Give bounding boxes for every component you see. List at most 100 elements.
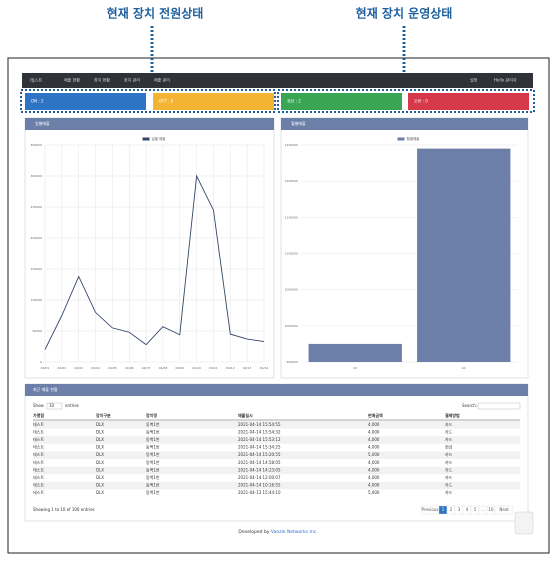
x-tick-label: 04/14 xyxy=(260,366,269,370)
cell: 카드 xyxy=(445,428,453,434)
cell: DLX xyxy=(96,422,104,427)
nav-item[interactable]: 매출 현황 xyxy=(64,77,80,83)
cell: 카드 xyxy=(445,482,453,488)
page-label: 3 xyxy=(458,507,461,512)
legend-label: 월별매출 xyxy=(407,136,421,141)
y-tick-label: 150000 xyxy=(31,267,43,271)
cell: 2021-04-14 14:23:05 xyxy=(238,467,281,472)
y-tick-label: 0 xyxy=(40,360,42,364)
recaptcha xyxy=(514,511,534,535)
cell: 카드 xyxy=(445,474,453,480)
cell: 4,000 xyxy=(368,475,380,480)
column-header[interactable]: 가맹점 xyxy=(33,412,44,418)
cell: 동백1번 xyxy=(146,444,160,450)
page-label: Next xyxy=(499,507,509,512)
nav-user[interactable]: Hello 관리자 xyxy=(494,77,517,83)
cell: 2021-04-14 15:54:32 xyxy=(238,429,281,434)
nav-item[interactable]: 장치 관리 xyxy=(124,77,140,83)
page-button[interactable] xyxy=(494,505,514,515)
cell: 현금 xyxy=(445,444,453,450)
cell: 4,000 xyxy=(368,467,380,472)
status-label: OFF : 0 xyxy=(159,99,174,104)
column-header[interactable]: 장치구분 xyxy=(96,412,111,418)
cell: DLX xyxy=(96,445,104,450)
cell: 4,000 xyxy=(368,437,380,442)
cell: DLX xyxy=(96,460,104,465)
cell: 2021-04-14 10:16:55 xyxy=(238,483,281,488)
info: Showing 1 to 10 of 100 entries xyxy=(33,507,95,512)
x-tick-label: 04/04 xyxy=(91,366,100,370)
page-label: 10 xyxy=(488,507,494,512)
status-box xyxy=(153,93,274,110)
cell: 2021-04-13 15:44:10 xyxy=(238,490,281,495)
panel-title: 월별매출 xyxy=(291,120,306,126)
y-tick-label: 950000 xyxy=(287,360,299,364)
y-tick-label: 1050000 xyxy=(285,288,298,292)
row-stripe xyxy=(33,451,520,459)
cell: 2021-04-14 15:54:55 xyxy=(238,422,281,427)
x-tick-label: 04/09 xyxy=(175,366,184,370)
x-tick-label: 04/02 xyxy=(58,366,67,370)
x-tick-label: 04/03 xyxy=(74,366,83,370)
column-header[interactable]: 매출일시 xyxy=(238,412,253,418)
row-stripe xyxy=(33,481,520,490)
cell: 동백1번 xyxy=(146,436,160,442)
panel-header xyxy=(25,384,528,396)
cell: 동백1번 xyxy=(146,459,160,465)
search-input[interactable] xyxy=(477,402,521,410)
cell: 동백1번 xyxy=(146,451,160,457)
x-tick-label: 04/12 xyxy=(226,366,235,370)
x-tick-label: 04/01 xyxy=(41,366,50,370)
length: 10 xyxy=(49,403,55,408)
cell: DLX xyxy=(96,452,104,457)
column-header[interactable]: 판매금액 xyxy=(368,412,383,418)
status-box xyxy=(281,93,402,110)
cell: 동백1번 xyxy=(146,482,160,488)
panel-title: 최근 매출 현황 xyxy=(33,386,58,392)
cell: 카드 xyxy=(445,466,453,472)
status-label: 오류 : 0 xyxy=(414,98,428,104)
bar xyxy=(308,343,402,362)
y-tick-label: 50000 xyxy=(32,329,42,333)
x-tick-label: 04/10 xyxy=(192,366,201,370)
cell: DLX xyxy=(96,429,104,434)
column-header[interactable]: 결제방법 xyxy=(445,412,460,418)
legend-label: 일별 매출 xyxy=(152,136,167,141)
cell: DLX xyxy=(96,483,104,488)
cell: 2021-04-14 15:34:25 xyxy=(238,445,281,450)
nav-settings[interactable]: 설정 xyxy=(470,77,478,83)
cell: DLX xyxy=(96,475,104,480)
status-box xyxy=(25,93,146,110)
y-tick-label: 100000 xyxy=(31,298,43,302)
cell: 테스트 xyxy=(33,436,44,442)
nav-item[interactable]: 매출 관리 xyxy=(154,77,170,83)
highlight xyxy=(20,89,276,113)
length-select[interactable] xyxy=(46,402,63,410)
highlight xyxy=(277,89,535,113)
cell: 동백1번 xyxy=(146,421,160,427)
y-tick-label: 200000 xyxy=(31,236,43,240)
cell: 카드 xyxy=(445,489,453,495)
cell: 테스트 xyxy=(33,444,44,450)
page-label: Previous xyxy=(422,507,439,512)
panel-header xyxy=(281,118,528,130)
row-stripe xyxy=(33,436,520,444)
y-tick-label: 300000 xyxy=(31,174,43,178)
cell: 동백1번 xyxy=(146,466,160,472)
cell: 4,000 xyxy=(368,429,380,434)
cell: 4,000 xyxy=(368,460,380,465)
row-stripe xyxy=(33,466,520,475)
x-tick-label: 04/05 xyxy=(108,366,117,370)
column-header[interactable]: 장치명 xyxy=(146,412,157,418)
cell: 2021-04-14 15:53:12 xyxy=(238,437,281,442)
status-box xyxy=(408,93,529,110)
x-tick-label: 04 xyxy=(462,366,466,370)
cell: 2021-04-14 12:00:07 xyxy=(238,475,281,480)
status-label: ON : 2 xyxy=(31,99,44,104)
cell: 테스트 xyxy=(33,421,44,427)
nav-item[interactable]: 장치 현황 xyxy=(94,77,110,83)
annotation: 현재 장치 운영상태 xyxy=(356,6,453,21)
y-tick-label: 1100000 xyxy=(285,252,298,256)
show: Show xyxy=(33,403,45,408)
